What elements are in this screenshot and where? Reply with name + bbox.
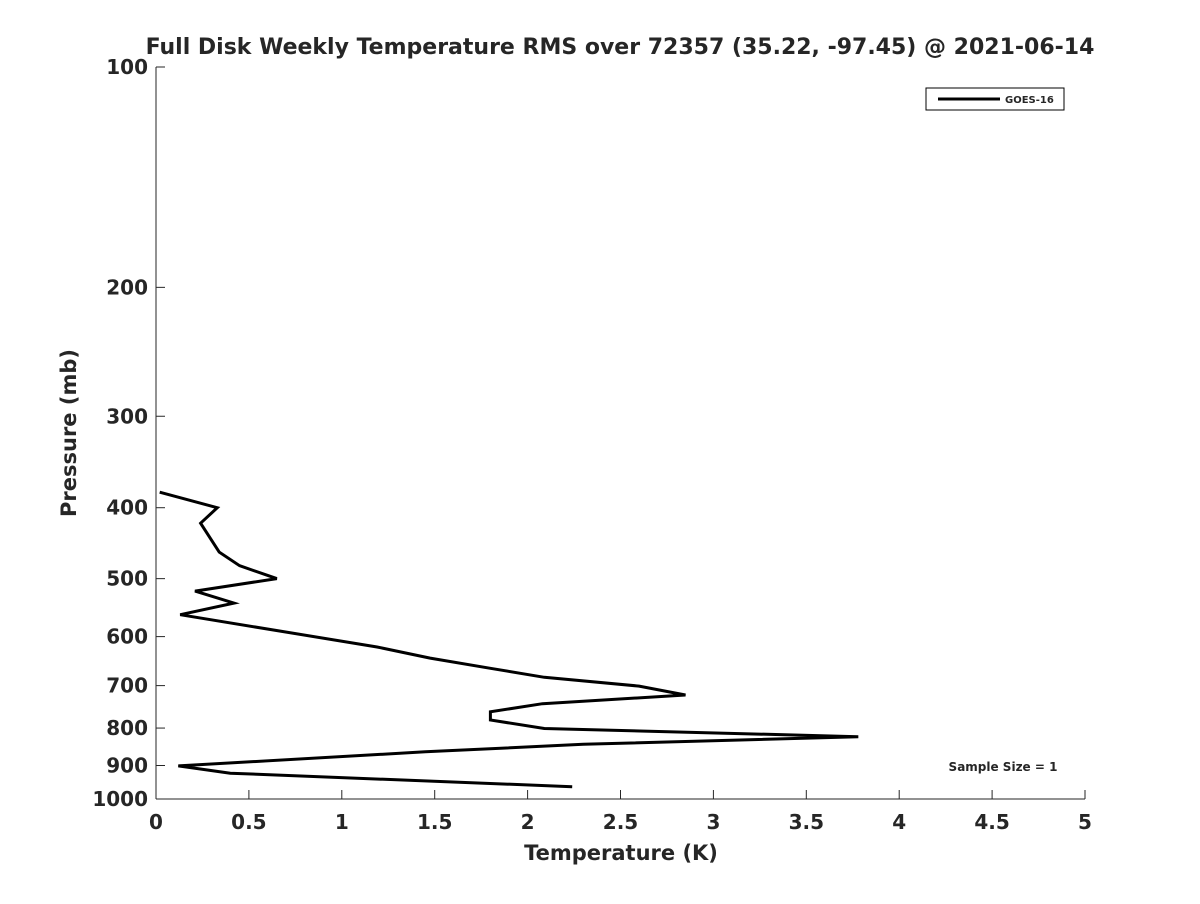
y-tick-label: 700 xyxy=(106,674,148,698)
y-tick-label: 300 xyxy=(106,404,148,428)
chart-title: Full Disk Weekly Temperature RMS over 72… xyxy=(146,35,1095,60)
x-tick-label: 4 xyxy=(892,810,906,834)
legend-label-goes-16: GOES-16 xyxy=(1005,95,1054,106)
y-tick-label: 100 xyxy=(106,55,148,79)
y-tick-label: 200 xyxy=(106,275,148,299)
x-tick-label: 3.5 xyxy=(789,810,824,834)
x-tick-label: 5 xyxy=(1078,810,1092,834)
y-tick-label: 900 xyxy=(106,754,148,778)
x-tick-label: 0.5 xyxy=(231,810,266,834)
x-tick-label: 4.5 xyxy=(974,810,1009,834)
y-tick-label: 800 xyxy=(106,716,148,740)
x-axis-label: Temperature (K) xyxy=(524,841,718,865)
x-tick-label: 1 xyxy=(335,810,349,834)
x-tick-label: 1.5 xyxy=(417,810,452,834)
sample-size-annotation: Sample Size = 1 xyxy=(949,760,1058,774)
x-tick-label: 3 xyxy=(706,810,720,834)
x-tick-label: 2 xyxy=(521,810,535,834)
legend: GOES-16 xyxy=(925,87,1065,111)
x-tick-label: 2.5 xyxy=(603,810,638,834)
y-tick-label: 400 xyxy=(106,496,148,520)
series-group xyxy=(159,490,859,789)
x-tick-label: 0 xyxy=(149,810,163,834)
series-line-goes-16 xyxy=(159,490,859,789)
y-axis-label: Pressure (mb) xyxy=(57,349,81,517)
y-tick-label: 500 xyxy=(106,567,148,591)
y-tick-label: 600 xyxy=(106,625,148,649)
y-tick-label: 1000 xyxy=(92,787,148,811)
axes: 0 0.5 1 1.5 2 2.5 3 3.5 4 4.5 5 100 200 300 400 500 600 7… xyxy=(92,55,1092,834)
